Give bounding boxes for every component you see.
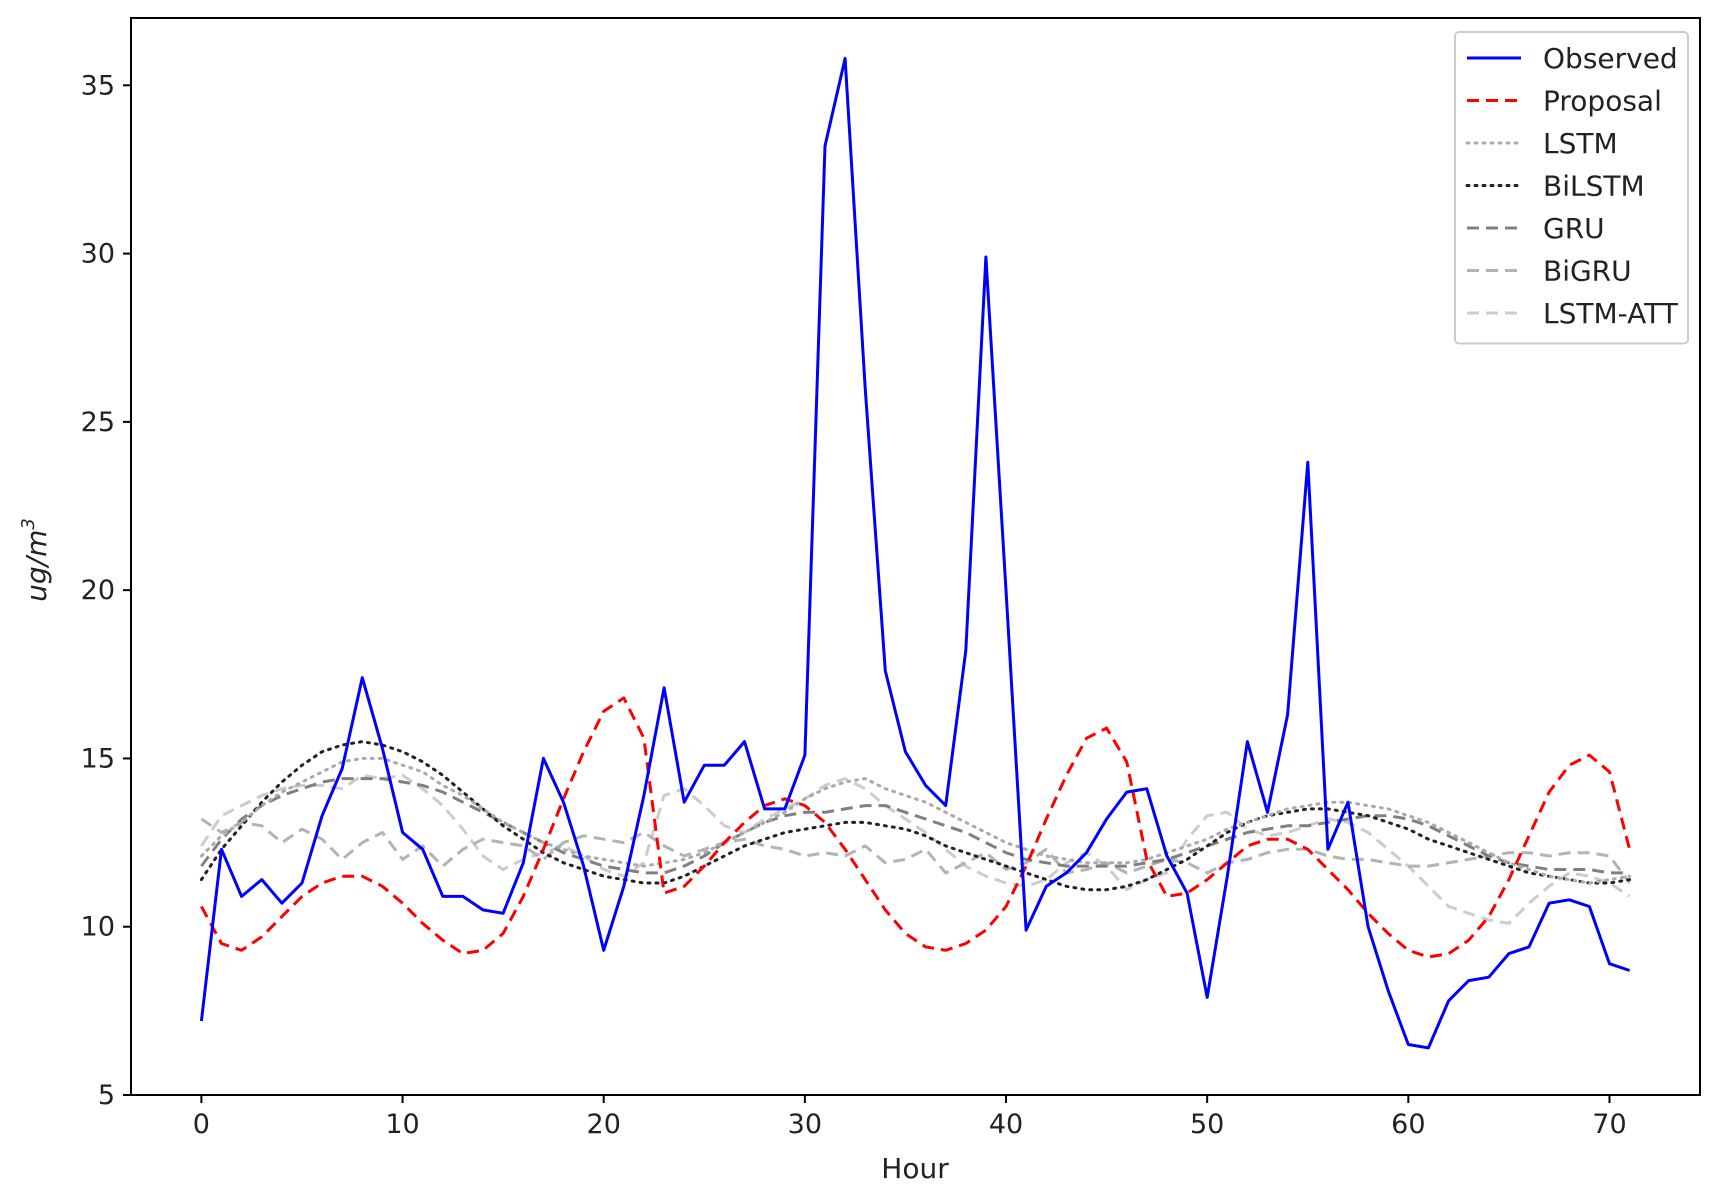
series-layer	[199, 56, 1632, 1050]
y-axis: 5 10 15 20 25 30 35	[81, 70, 131, 1111]
y-axis-label-text: ug/m	[20, 530, 53, 602]
x-tick-label: 20	[587, 1109, 621, 1140]
x-tick-label: 10	[385, 1109, 419, 1140]
x-axis: 0 10 20 30 40 50 60 70	[193, 1095, 1627, 1140]
legend-label-lstm-att: LSTM-ATT	[1543, 297, 1679, 330]
legend-label-gru: GRU	[1543, 212, 1605, 245]
legend-label-lstm: LSTM	[1543, 127, 1618, 160]
legend-label-bilstm: BiLSTM	[1543, 170, 1645, 203]
series-line-bilstm	[199, 740, 1632, 892]
x-axis-label: Hour	[881, 1152, 949, 1185]
x-tick-label: 70	[1592, 1109, 1626, 1140]
x-tick-label: 50	[1190, 1109, 1224, 1140]
series-line-proposal	[200, 696, 1632, 959]
legend-label-proposal: Proposal	[1543, 85, 1662, 118]
y-tick-label: 25	[81, 407, 115, 438]
plot-frame	[130, 17, 1701, 1096]
legend-label-observed: Observed	[1543, 42, 1678, 75]
x-tick-label: 60	[1391, 1109, 1425, 1140]
y-tick-label: 5	[98, 1080, 115, 1111]
series-line-lstm-att	[200, 773, 1631, 925]
y-axis-label: ug/m3	[18, 518, 53, 602]
series-line-observed	[199, 56, 1631, 1050]
series-line-bigru	[200, 817, 1631, 884]
y-tick-label: 35	[81, 70, 115, 101]
legend-label-bigru: BiGRU	[1543, 255, 1632, 288]
y-axis-label-superscript: 3	[18, 518, 39, 529]
series-line-gru	[200, 777, 1630, 875]
x-tick-label: 0	[193, 1109, 210, 1140]
y-tick-label: 30	[81, 239, 115, 270]
x-tick-label: 40	[989, 1109, 1023, 1140]
legend-box	[1454, 31, 1689, 345]
y-tick-label: 15	[81, 743, 115, 774]
x-tick-label: 30	[788, 1109, 822, 1140]
y-tick-label: 20	[81, 575, 115, 606]
legend: Observed Proposal LSTM BiLSTM GRU BiGRU LSTM-A…	[1454, 31, 1689, 345]
series-line-lstm	[199, 756, 1632, 885]
y-tick-label: 10	[81, 912, 115, 943]
